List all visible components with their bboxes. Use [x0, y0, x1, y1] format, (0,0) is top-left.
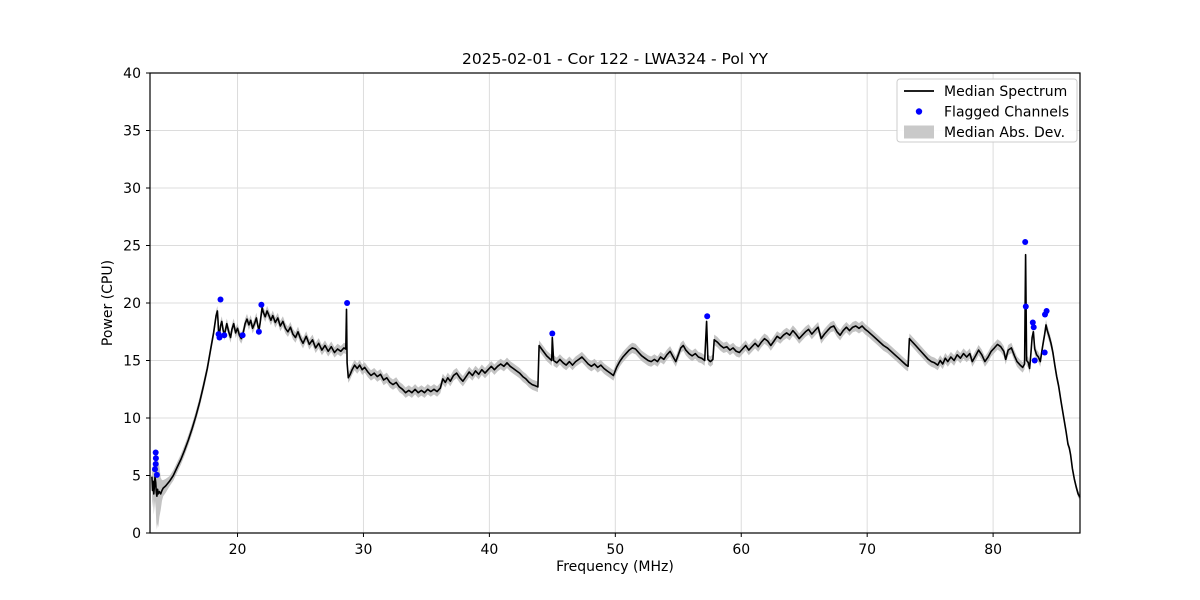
- flagged-channel-marker: [549, 330, 556, 337]
- axes-layer: 20 30 40 50 60 70 80 0 5 10 15 20 25 30 35 40: [123, 66, 1081, 558]
- y-axis-label: Power (CPU): [100, 260, 116, 346]
- mad-band: [151, 249, 1080, 530]
- flagged-channel-marker: [1029, 319, 1036, 326]
- flagged-channel-marker: [153, 471, 160, 478]
- chart-title: 2025-02-01 - Cor 122 - LWA324 - Pol YY: [462, 50, 768, 68]
- y-tick-label: 15: [123, 354, 141, 370]
- flagged-channel-marker: [152, 449, 159, 456]
- y-tick-label: 0: [132, 526, 141, 542]
- flagged-channel-marker: [1041, 349, 1048, 356]
- x-tick-label: 40: [480, 542, 498, 558]
- legend-box: [896, 78, 1078, 143]
- flagged-channel-marker: [239, 332, 246, 339]
- flagged-channel-marker: [216, 334, 223, 341]
- flagged-channel-marker: [255, 328, 262, 335]
- y-tick-label: 10: [123, 411, 141, 427]
- flagged-channel-marker: [152, 466, 158, 473]
- flagged-channel-marker: [1022, 239, 1029, 245]
- flagged-channel-marker: [152, 455, 159, 462]
- median-spectrum-line: [151, 253, 1081, 498]
- legend-patch-sample: [904, 125, 934, 139]
- y-tick-label: 20: [123, 296, 141, 312]
- flagged-channel-marker: [704, 313, 711, 320]
- y-tick-label: 25: [123, 239, 141, 255]
- flagged-channel-marker: [1043, 308, 1050, 314]
- flagged-channel-marker: [344, 300, 351, 306]
- flagged-channels-layer: [152, 239, 1050, 478]
- y-tick-label: 30: [123, 181, 141, 197]
- legend-label: Median Abs. Dev.: [944, 125, 1065, 141]
- flagged-channel-marker: [1031, 357, 1038, 364]
- y-tick-label: 35: [123, 124, 141, 140]
- y-tick-label: 5: [132, 469, 141, 485]
- mad-band-layer: [151, 249, 1080, 530]
- median-spectrum-layer: [151, 253, 1081, 498]
- flagged-channel-marker: [152, 461, 159, 467]
- y-tick-label: 40: [123, 66, 141, 82]
- x-tick-label: 70: [858, 542, 876, 558]
- legend-marker-sample: [915, 108, 923, 115]
- flagged-channel-marker: [221, 332, 228, 339]
- x-tick-label: 30: [355, 542, 373, 558]
- legend-label: Median Spectrum: [944, 84, 1067, 100]
- flagged-channel-marker: [1022, 303, 1029, 310]
- legend: Median Spectrum Flagged Channels Median Ab…: [896, 78, 1078, 143]
- legend-label: Flagged Channels: [944, 105, 1069, 121]
- flagged-channel-marker: [258, 301, 265, 308]
- x-tick-label: 50: [606, 542, 624, 558]
- x-axis-label: Frequency (MHz): [556, 559, 674, 575]
- x-tick-label: 60: [732, 542, 750, 558]
- grid-layer: [150, 72, 1080, 534]
- x-tick-label: 80: [984, 542, 1002, 558]
- flagged-channel-marker: [217, 296, 224, 303]
- x-tick-label: 20: [229, 542, 247, 558]
- flagged-channel-marker: [1030, 324, 1037, 331]
